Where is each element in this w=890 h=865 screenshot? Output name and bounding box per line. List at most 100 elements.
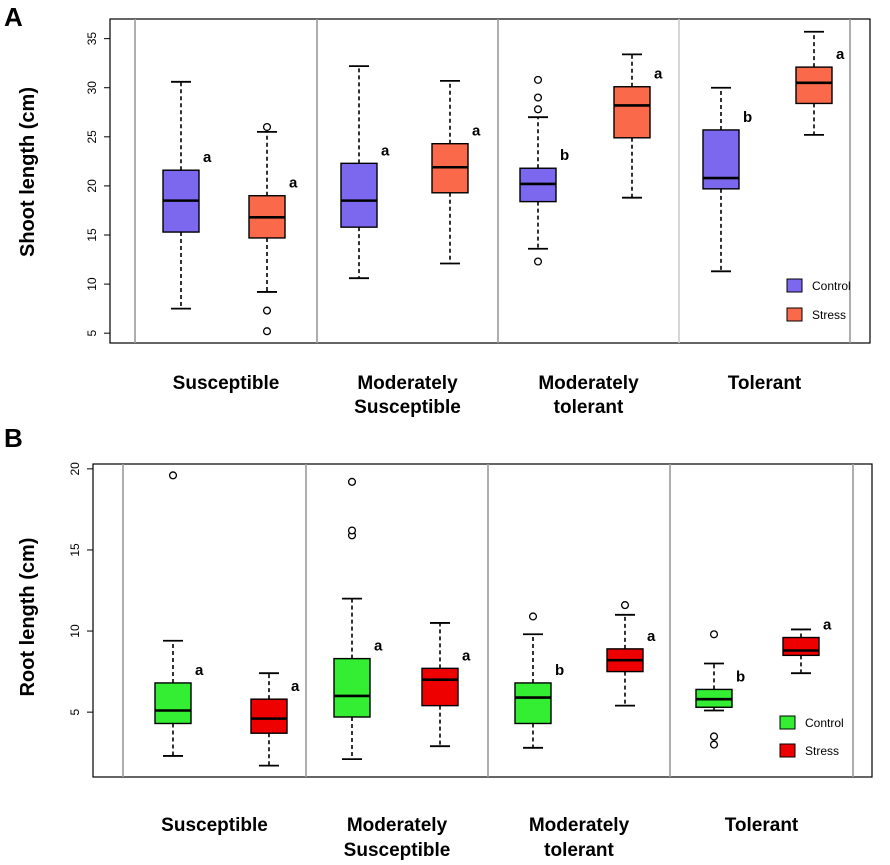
significance-label: a [195, 662, 204, 679]
outlier-point [528, 612, 538, 621]
category-label-line: Moderately [529, 815, 630, 836]
box-control: b [695, 630, 745, 749]
significance-label: a [823, 617, 832, 634]
outlier-point [620, 601, 630, 610]
box-body [613, 86, 651, 139]
category-label-line: Susceptible [344, 840, 451, 861]
significance-label: a [374, 638, 383, 655]
category-label-line: Moderately [347, 815, 448, 836]
box-stress: a [613, 53, 663, 199]
category-label: Tolerant [728, 373, 802, 394]
legend-label: Stress [812, 308, 846, 322]
outlier-point [347, 526, 357, 535]
outlier-point [533, 257, 543, 266]
legend: Control Stress [786, 278, 851, 322]
box-control: a [333, 477, 383, 761]
significance-label: a [647, 628, 656, 645]
category-label-line: Susceptible [173, 373, 280, 394]
significance-label: b [743, 109, 752, 126]
y-tick-label: 15 [68, 543, 82, 557]
y-tick-label: 15 [85, 228, 99, 242]
box-stress: a [431, 79, 481, 265]
outlier-point [709, 740, 719, 749]
box-control: a [162, 80, 212, 310]
legend: Control Stress [779, 715, 844, 758]
box-body [333, 657, 371, 718]
y-axis-label: Shoot length (cm) [17, 87, 39, 257]
box-stress: a [795, 30, 845, 136]
y-tick-label: 5 [68, 708, 82, 715]
significance-label: a [472, 123, 481, 140]
significance-label: b [560, 147, 569, 164]
legend-label: Stress [805, 744, 839, 758]
significance-label: a [203, 149, 212, 166]
category-label-line: Susceptible [354, 397, 461, 418]
box-body [340, 162, 378, 228]
significance-label: b [555, 662, 564, 679]
panel-letter: B [4, 423, 23, 453]
outlier-point [709, 732, 719, 741]
category-label-line: Susceptible [161, 815, 268, 836]
y-tick-label: 5 [85, 330, 99, 337]
outlier-point [533, 93, 543, 102]
category-label: Moderately tolerant [529, 815, 630, 861]
category-label: Susceptible [173, 373, 280, 394]
legend-label: Control [805, 716, 844, 730]
category-label-line: Moderately [357, 373, 458, 394]
category-label-line: tolerant [554, 397, 624, 418]
outlier-point [262, 306, 272, 315]
y-tick-label: 30 [85, 81, 99, 95]
significance-label: b [736, 668, 745, 685]
box-control: b [519, 75, 569, 266]
plot-frame [109, 18, 871, 344]
outlier-point [262, 122, 272, 132]
box-body [154, 682, 192, 725]
category-label: Moderately tolerant [538, 373, 639, 418]
significance-label: a [291, 678, 300, 695]
category-label: Moderately Susceptible [344, 815, 451, 861]
box-stress: a [248, 122, 298, 336]
box-stress: a [782, 617, 832, 675]
category-label-line: Tolerant [728, 373, 802, 394]
box-stress: a [250, 672, 300, 767]
box-control: a [340, 65, 390, 280]
plot-frame [92, 463, 873, 778]
box-control: b [702, 86, 752, 273]
category-label: Tolerant [725, 815, 799, 836]
y-tick-label: 20 [68, 462, 82, 476]
outlier-point [262, 327, 272, 336]
box-body [514, 682, 552, 725]
significance-label: a [654, 66, 663, 83]
significance-label: a [289, 175, 298, 192]
category-label-line: Tolerant [725, 815, 799, 836]
box-control: a [154, 471, 204, 757]
box-body [702, 129, 740, 190]
outlier-point [168, 471, 178, 480]
box-control: b [514, 612, 564, 749]
y-tick-label: 20 [85, 179, 99, 193]
panel-letter: A [4, 2, 23, 32]
significance-label: a [381, 142, 390, 159]
box-body [421, 667, 459, 707]
category-label-line: Moderately [538, 373, 639, 394]
category-label-line: tolerant [544, 840, 614, 861]
legend-label: Control [812, 279, 851, 293]
outlier-point [347, 477, 357, 486]
outlier-point [533, 75, 543, 84]
panel-A: A 5 10 15 20 25 30 35 Shoot length (cm) Susceptib… [4, 2, 871, 418]
box-stress: a [421, 622, 471, 748]
outlier-point [533, 105, 543, 114]
significance-label: a [836, 46, 845, 63]
significance-label: a [462, 647, 471, 664]
legend-swatch [779, 715, 796, 730]
y-axis-label: Root length (cm) [17, 538, 39, 697]
legend-swatch [786, 307, 803, 322]
box-body [782, 636, 820, 657]
y-tick-label: 25 [85, 130, 99, 144]
category-label: Moderately Susceptible [354, 373, 461, 418]
y-tick-label: 10 [85, 277, 99, 291]
box-stress: a [606, 601, 656, 707]
outlier-point [709, 630, 719, 639]
